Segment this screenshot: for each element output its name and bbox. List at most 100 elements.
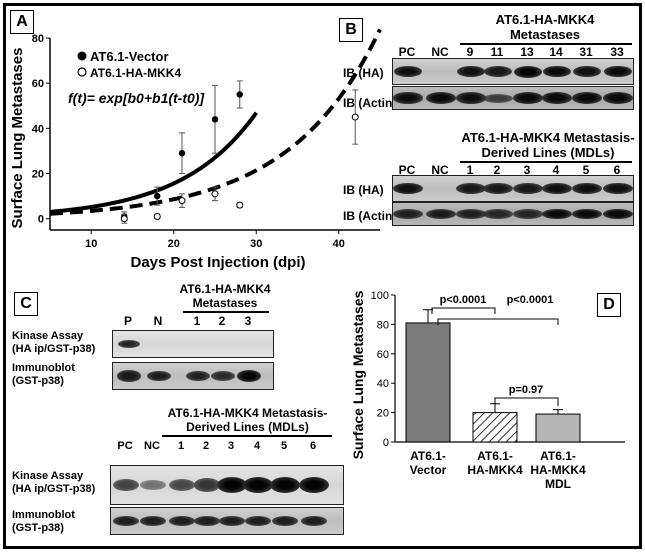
bar-3 [535,413,581,443]
data-point-mkk4 [120,215,128,223]
panel-b-row-actin-bottom: IB (Actin) [343,209,397,223]
kinase-label-line2-bottom: (HA ip/GST-p38) [12,483,96,495]
immuno-label-line1-bottom: Immunoblot [12,509,75,521]
blot-band [169,479,195,491]
data-point-vector [236,91,243,98]
data-point-mkk4 [236,201,244,209]
blot-band [301,516,327,526]
panel-d-ylabel: Surface Lung Metastases [350,290,366,459]
panel-b-bottom-title: AT6.1-HA-MKK4 Metastasis- Derived Lines … [458,130,638,160]
lane-label: 13 [520,45,534,59]
panel-a-xtick-label: 20 [168,238,180,250]
blot-band [237,370,261,382]
panel-c-immuno-label-bottom: Immunoblot (GST-p38) [12,509,75,535]
panel-c-bottom-title-line2: Derived Lines (MDLs) [186,420,309,434]
category-line: AT6.1- [540,449,576,463]
lane-label: NC [431,163,449,177]
panel-b-top-title: AT6.1-HA-MKK4 Metastases [470,12,620,42]
blot-b-actin-bottom [392,202,634,226]
lane-label: 4 [552,163,560,177]
panel-d-label: D [597,293,621,317]
bar-category-label: AT6.1-HA-MKK4 MDL [530,449,586,491]
panel-a-xtick-label: 30 [250,238,262,250]
blot-band [542,208,572,220]
category-line: AT6.1- [410,449,446,463]
lane-label: 5 [280,440,288,452]
p-value-label: p<0.0001 [507,294,554,306]
blot-c-immuno-top [112,362,274,390]
blot-band [426,209,456,219]
lane-label: NC [431,45,449,59]
lane-label: 1 [193,314,201,328]
legend-vector-text: AT6.1-Vector [90,49,169,64]
blot-c-immuno-bottom [110,507,344,535]
immuno-label-line2-bottom: (GST-p38) [12,522,64,534]
blot-band [393,182,423,195]
lane-label: 6 [309,440,317,452]
blot-band [457,65,485,78]
panel-b-top-title-line1: AT6.1-HA-MKK4 [495,12,595,27]
bar-category-label: AT6.1-HA-MKK4 [467,449,523,477]
p-value-label: p=0.97 [509,384,544,396]
blot-band [194,478,220,492]
panel-c-label: C [14,292,38,316]
blot-band [186,370,210,382]
panel-b-label: B [339,18,363,42]
panel-d-ytick-label: 100 [371,290,389,302]
kinase-label-line2: (HA ip/GST-p38) [12,343,96,355]
panel-c-top-title: AT6.1-HA-MKK4 Metastases [160,282,290,310]
lane-label: 31 [579,45,593,59]
data-point-mkk4 [153,212,161,220]
blot-band [194,516,220,526]
panel-b-bottom-bracket [460,161,632,163]
blot-band [211,370,235,382]
data-point-mkk4 [351,113,359,121]
fit-curve-vector [49,111,258,214]
panel-d-ytick-label: 80 [377,319,389,331]
blot-band [572,208,602,220]
panel-b-row-ha-top: IB (HA) [343,66,384,80]
blot-band [456,92,486,104]
blot-band [513,92,543,104]
blot-band [299,477,329,493]
lane-label: P [123,314,132,328]
panel-d-ytick-label: 40 [377,378,389,390]
lane-label: 2 [218,314,226,328]
blot-band [513,209,543,219]
blot-band [542,182,572,195]
lane-label: PC [398,45,416,59]
panel-a-xlabel: Days Post Injection (dpi) [130,254,305,271]
panel-c-top-title-line2: Metastases [192,296,258,310]
category-line: MDL [545,477,571,491]
lane-label: PC [117,440,133,452]
panel-b-row-ha-bottom: IB (HA) [343,183,384,197]
lane-label: 3 [227,440,235,452]
panel-c-top-bracket [183,311,269,313]
blot-band [603,182,633,195]
legend-filled-marker [77,51,87,61]
blot-band [270,477,300,493]
blot-band [514,65,542,78]
blot-band [456,209,486,219]
blot-band [603,92,633,104]
legend-mkk4-text: AT6.1-HA-MKK4 [90,66,181,80]
significance-bracket [431,307,496,314]
panel-a-ytick-label: 60 [32,78,44,90]
panel-a-xtick-label: 10 [85,238,97,250]
panel-b-top-title-line2: Metastases [509,27,581,42]
panel-a-ytick-label: 80 [32,33,44,45]
blot-band [572,182,602,195]
blot-band [426,92,456,104]
blot-band [573,65,601,78]
panel-a-chart: 0 20 40 60 80 10 20 30 40 Surface Lung Metastase… [9,28,382,271]
panel-a-ytick-label: 0 [38,214,44,226]
lane-label: 11 [490,45,504,59]
blot-band [147,370,171,382]
blot-band [243,477,273,493]
lane-label: 2 [493,163,501,177]
lane-label: 2 [202,440,210,452]
blot-b-ha-top [392,58,634,85]
blot-band [393,92,423,104]
blot-c-kinase-top [112,330,274,358]
panel-a-ytick-label: 20 [32,169,44,181]
